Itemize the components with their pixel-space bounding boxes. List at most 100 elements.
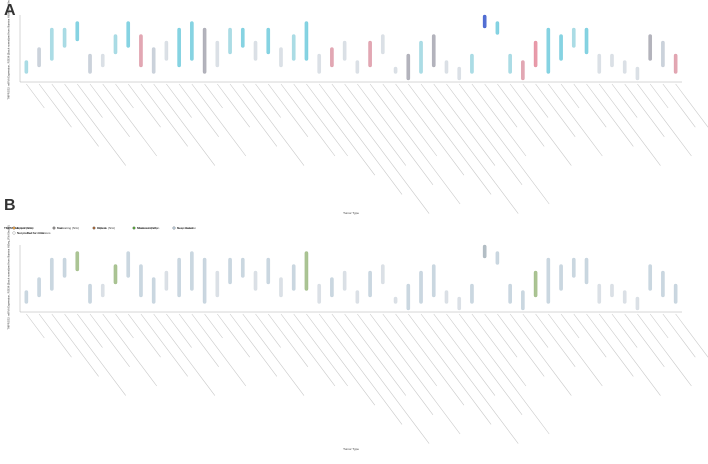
strip-range (610, 283, 614, 298)
category-label-placeholder (51, 313, 99, 377)
category-label-placeholder (649, 313, 669, 339)
strip-range (113, 34, 118, 55)
strip-range (495, 251, 500, 265)
category-label-placeholder (611, 83, 638, 118)
category-label-placeholder (64, 313, 126, 396)
strip-range (126, 21, 130, 48)
category-label-placeholder (115, 313, 134, 339)
category-label-placeholder (458, 83, 550, 205)
strip-range (381, 34, 385, 55)
strip-range (266, 257, 270, 285)
strip-range (508, 53, 512, 74)
category-label-placeholder (649, 83, 669, 109)
category-label-placeholder (268, 313, 309, 367)
category-label-placeholder (522, 313, 549, 348)
strip-range (164, 40, 169, 61)
strip-range (113, 264, 118, 285)
legend-label: Shallow Deletion (137, 226, 160, 230)
strip-range (75, 251, 80, 272)
category-label-placeholder (229, 83, 278, 147)
legend-marker (52, 226, 56, 230)
category-label-placeholder (573, 83, 607, 128)
strip-range (457, 296, 461, 311)
strip-range (482, 244, 487, 259)
category-label-placeholder (293, 83, 348, 157)
category-label-placeholder (586, 83, 634, 147)
category-label-placeholder (242, 313, 305, 396)
strip-range (470, 53, 474, 74)
category-label-placeholder (331, 313, 430, 444)
legend-marker (132, 226, 136, 230)
category-label-placeholder (217, 83, 250, 128)
category-label-placeholder (357, 313, 434, 415)
category-label-placeholder (433, 83, 496, 166)
strip-range (419, 270, 423, 304)
strip-range (673, 283, 678, 304)
category-label-placeholder (369, 83, 461, 205)
legend-label: Missense (N/A) (137, 226, 158, 230)
strip-range (101, 53, 105, 68)
category-label-placeholder (458, 313, 550, 435)
category-label-placeholder (293, 313, 348, 387)
category-label-placeholder (357, 83, 434, 185)
strip-range (508, 283, 512, 304)
strip-range (88, 53, 92, 74)
y-axis-label: TMPRSS2: mRNA Expression, RSEM (Batch no… (7, 225, 11, 329)
category-label-placeholder (280, 83, 336, 157)
strip-range (139, 264, 143, 298)
strip-range (546, 27, 551, 74)
strip-range (381, 264, 385, 285)
category-label-placeholder (382, 313, 438, 387)
category-label-placeholder (408, 313, 492, 425)
category-label-placeholder (662, 313, 696, 358)
strip-range (368, 40, 372, 68)
legend-title: TMPRSS2 (4, 226, 19, 230)
category-label-placeholder (51, 83, 99, 147)
legend-label: Diploid (97, 226, 107, 230)
strip-range (610, 53, 614, 68)
strip-range (521, 290, 525, 311)
strip-range (279, 277, 283, 298)
category-label-placeholder (522, 83, 549, 118)
strip-range (202, 27, 207, 74)
category-label-placeholder (637, 83, 692, 157)
strip-range (584, 257, 589, 285)
strip-range (635, 296, 640, 311)
category-label-placeholder (204, 313, 223, 339)
strip-range (406, 53, 411, 81)
strip-range (572, 27, 576, 48)
strip-range (37, 47, 41, 68)
category-label-placeholder (140, 313, 188, 377)
legend-label: Inframe (N/A) (97, 226, 115, 230)
category-label-placeholder (306, 313, 376, 406)
category-label-placeholder (395, 313, 465, 406)
category-label-placeholder (166, 313, 192, 348)
strip-range (661, 40, 665, 68)
strip-range (50, 27, 54, 61)
strip-range (291, 264, 296, 291)
strip-range (661, 270, 665, 298)
category-label-placeholder (471, 83, 527, 157)
category-label-placeholder (306, 83, 376, 176)
category-label-placeholder (484, 83, 518, 128)
legend-label: Truncating (N/A) (57, 226, 79, 230)
legend-marker (12, 231, 16, 235)
category-label-placeholder (637, 313, 692, 387)
strip-range (444, 290, 449, 304)
strip-range (228, 257, 232, 285)
legend-marker (92, 226, 96, 230)
strip-range (304, 251, 309, 291)
strip-range (342, 40, 347, 61)
category-label-placeholder (548, 83, 603, 157)
category-label-placeholder (446, 313, 523, 415)
category-label-placeholder (166, 83, 192, 118)
strip-range (419, 40, 423, 74)
strip-range (215, 270, 220, 298)
legend-label: Gain (57, 226, 64, 230)
strip-range (457, 66, 461, 81)
strip-range (164, 270, 169, 291)
category-label-placeholder (178, 313, 219, 367)
strip-range (101, 283, 105, 298)
category-label-placeholder (509, 313, 572, 396)
